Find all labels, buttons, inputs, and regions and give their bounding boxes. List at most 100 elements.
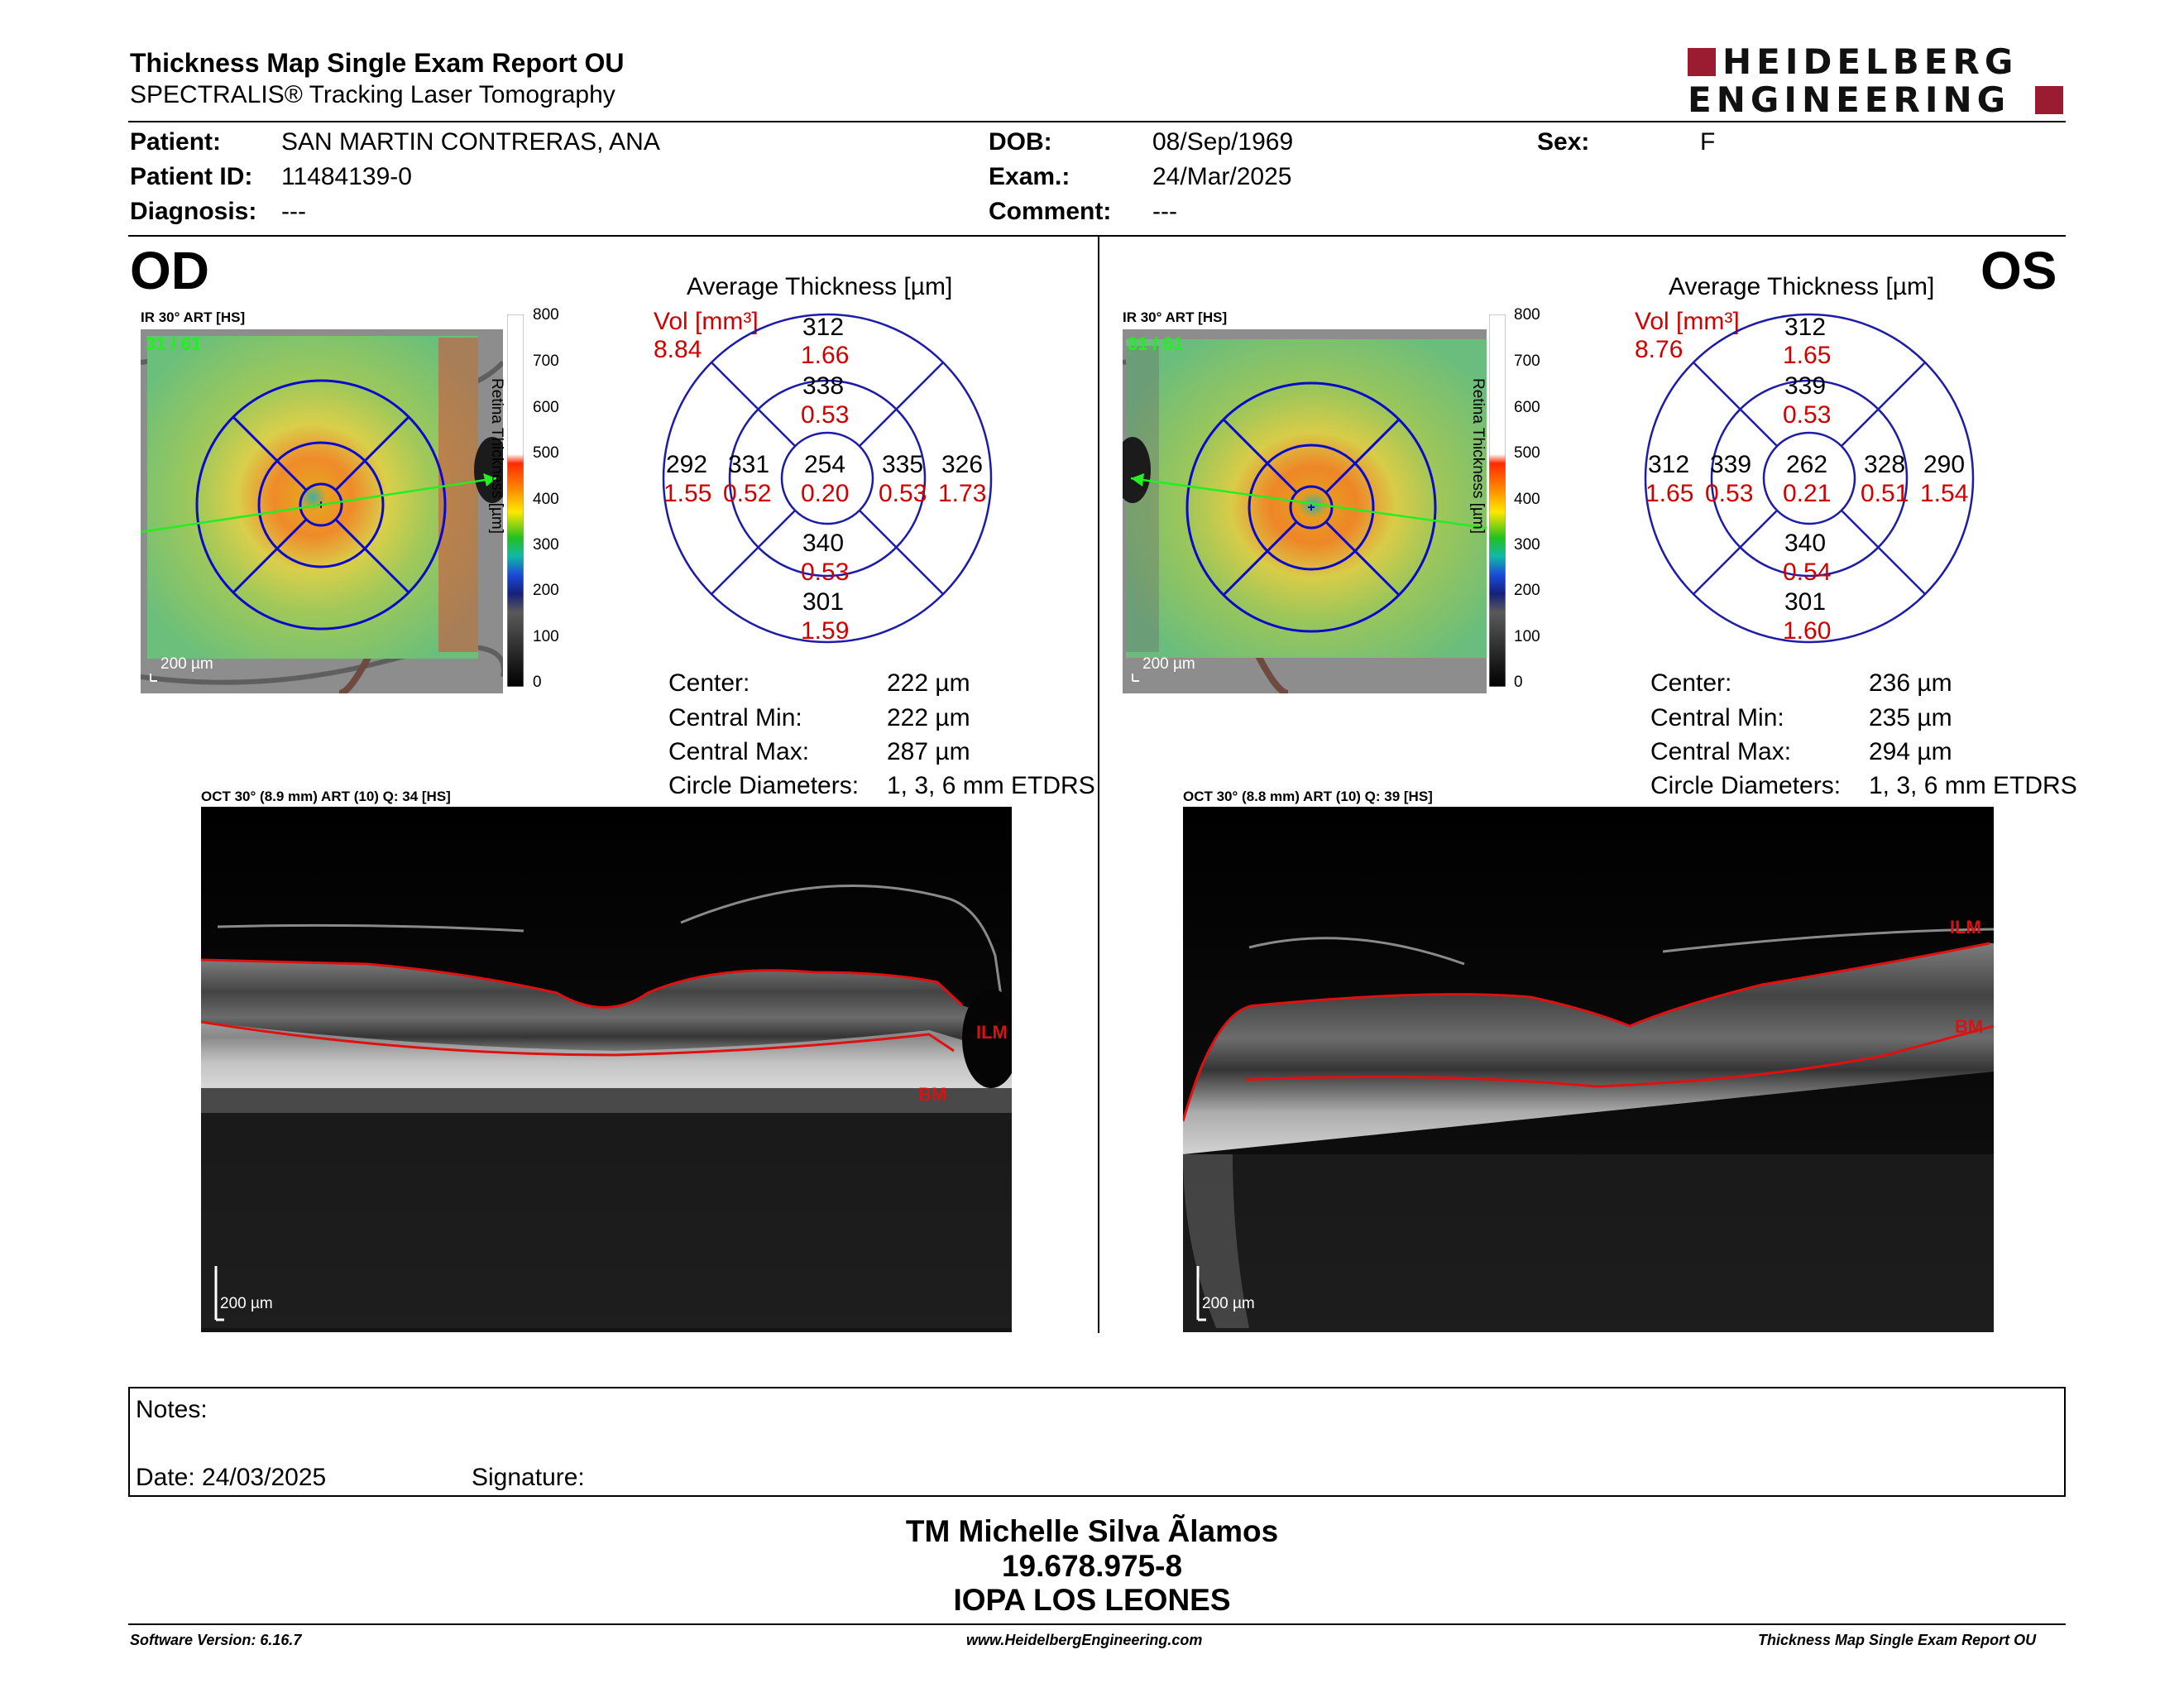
os-tick: 200 bbox=[1514, 582, 1540, 599]
od-etdrs-grid bbox=[662, 313, 993, 644]
os-inner-right-thickness: 328 bbox=[1864, 451, 1906, 478]
exam-label: Exam.: bbox=[989, 163, 1070, 190]
os-frame-count: 31 / 61 bbox=[1128, 333, 1184, 354]
od-central-min-value: 222 µm bbox=[887, 704, 970, 731]
os-etdrs-grid bbox=[1644, 313, 1975, 644]
od-tick: 0 bbox=[533, 674, 542, 691]
od-circle-diameters-label: Circle Diameters: bbox=[668, 772, 860, 799]
od-oct-bscan bbox=[201, 807, 1012, 1332]
os-inner-superior-thickness: 339 bbox=[1784, 372, 1827, 400]
os-outer-left-volume: 1.65 bbox=[1645, 480, 1694, 507]
comment-label: Comment: bbox=[989, 198, 1112, 225]
os-central-max-label: Central Max: bbox=[1650, 738, 1792, 765]
od-colorbar-axis-label: Retina Thickness [µm] bbox=[488, 378, 505, 534]
os-vol-total: 8.76 bbox=[1635, 336, 1684, 363]
od-inner-right-volume: 0.53 bbox=[879, 480, 927, 507]
od-tick: 200 bbox=[533, 582, 559, 599]
od-central-max-label: Central Max: bbox=[668, 738, 810, 765]
os-avg-title: Average Thickness [µm] bbox=[1669, 273, 1935, 300]
os-center-thickness: 262 bbox=[1786, 451, 1828, 478]
os-center-value: 236 µm bbox=[1869, 669, 1952, 697]
os-eye-label: OS bbox=[1980, 241, 2057, 300]
os-outer-right-thickness: 290 bbox=[1923, 451, 1966, 478]
os-outer-left-thickness: 312 bbox=[1648, 451, 1690, 478]
signer-name: TM Michelle Silva Ãlamos bbox=[905, 1514, 1279, 1548]
od-ir-scale: 200 µm bbox=[160, 655, 213, 673]
od-tick: 800 bbox=[533, 306, 559, 324]
od-circle-diameters-value: 1, 3, 6 mm ETDRS bbox=[887, 772, 1095, 799]
os-inner-superior-volume: 0.53 bbox=[1783, 401, 1832, 429]
os-bm-label: BM bbox=[1955, 1016, 1984, 1037]
od-outer-superior-thickness: 312 bbox=[802, 314, 845, 341]
diagnosis-label: Diagnosis: bbox=[130, 198, 257, 225]
patient-divider bbox=[128, 235, 2066, 237]
os-inner-inferior-volume: 0.54 bbox=[1783, 559, 1832, 586]
od-outer-superior-volume: 1.66 bbox=[801, 342, 850, 369]
od-ir-caption: IR 30° ART [HS] bbox=[141, 309, 246, 325]
os-ilm-label: ILM bbox=[1950, 917, 1981, 938]
os-central-min-value: 235 µm bbox=[1869, 704, 1952, 731]
dob-value: 08/Sep/1969 bbox=[1152, 128, 1294, 156]
od-inner-inferior-thickness: 340 bbox=[802, 530, 845, 557]
signer-rut: 19.678.975-8 bbox=[1001, 1549, 1183, 1583]
od-tick: 300 bbox=[533, 536, 559, 554]
os-tick: 100 bbox=[1514, 628, 1540, 645]
od-oct-caption: OCT 30° (8.9 mm) ART (10) Q: 34 [HS] bbox=[201, 789, 451, 804]
os-tick: 0 bbox=[1514, 674, 1523, 691]
od-colorbar bbox=[507, 314, 524, 687]
os-tick: 400 bbox=[1514, 491, 1540, 508]
od-vol-total: 8.84 bbox=[654, 336, 702, 363]
os-inner-right-volume: 0.51 bbox=[1861, 480, 1909, 507]
exam-value: 24/Mar/2025 bbox=[1152, 163, 1292, 190]
os-center-volume: 0.21 bbox=[1783, 480, 1832, 507]
os-tick: 600 bbox=[1514, 399, 1540, 416]
comment-value: --- bbox=[1152, 198, 1177, 225]
od-center-volume: 0.20 bbox=[801, 480, 850, 507]
od-inner-superior-volume: 0.53 bbox=[801, 401, 850, 429]
od-inner-superior-thickness: 338 bbox=[802, 372, 845, 400]
od-central-min-label: Central Min: bbox=[668, 704, 802, 731]
od-outer-left-thickness: 292 bbox=[666, 451, 708, 478]
os-outer-superior-volume: 1.65 bbox=[1783, 342, 1832, 369]
os-circle-diameters-value: 1, 3, 6 mm ETDRS bbox=[1869, 772, 2077, 799]
od-inner-right-thickness: 335 bbox=[882, 451, 924, 478]
os-inner-left-volume: 0.53 bbox=[1705, 480, 1754, 507]
os-inner-left-thickness: 339 bbox=[1710, 451, 1752, 478]
os-ir-scale: 200 µm bbox=[1142, 655, 1195, 673]
os-oct-bscan bbox=[1183, 807, 1994, 1332]
notes-date: Date: 24/03/2025 bbox=[136, 1464, 327, 1491]
od-inner-left-thickness: 331 bbox=[728, 451, 770, 478]
od-tick: 600 bbox=[533, 399, 559, 416]
os-central-min-label: Central Min: bbox=[1650, 704, 1784, 731]
od-outer-inferior-volume: 1.59 bbox=[801, 617, 850, 645]
os-ir-caption: IR 30° ART [HS] bbox=[1123, 309, 1228, 325]
os-outer-inferior-thickness: 301 bbox=[1784, 588, 1827, 616]
os-thickness-map bbox=[1123, 329, 1487, 693]
od-avg-title: Average Thickness [µm] bbox=[687, 273, 953, 300]
patient-name: SAN MARTIN CONTRERAS, ANA bbox=[281, 128, 660, 156]
os-outer-superior-thickness: 312 bbox=[1784, 314, 1827, 341]
od-inner-inferior-volume: 0.53 bbox=[801, 559, 850, 586]
os-colorbar bbox=[1489, 314, 1506, 687]
od-outer-inferior-thickness: 301 bbox=[802, 588, 845, 616]
logo-line-2: ENGINEERING bbox=[1688, 79, 2011, 120]
od-tick: 500 bbox=[533, 444, 559, 462]
os-central-max-value: 294 µm bbox=[1869, 738, 1952, 765]
od-outer-left-volume: 1.55 bbox=[663, 480, 712, 507]
od-central-max-value: 287 µm bbox=[887, 738, 970, 765]
os-oct-caption: OCT 30° (8.8 mm) ART (10) Q: 39 [HS] bbox=[1183, 789, 1433, 804]
os-outer-inferior-volume: 1.60 bbox=[1783, 617, 1832, 645]
website-link[interactable]: www.HeidelbergEngineering.com bbox=[966, 1632, 1203, 1648]
sex-label: Sex: bbox=[1537, 128, 1590, 156]
od-ilm-label: ILM bbox=[976, 1022, 1008, 1043]
os-inner-inferior-thickness: 340 bbox=[1784, 530, 1827, 557]
notes-box[interactable] bbox=[128, 1387, 2066, 1497]
od-vol-label: Vol [mm³] bbox=[654, 308, 759, 335]
signer-institution: IOPA LOS LEONES bbox=[953, 1583, 1231, 1617]
od-center-thickness: 254 bbox=[804, 451, 846, 478]
eye-divider bbox=[1098, 235, 1099, 1333]
patient-id-label: Patient ID: bbox=[130, 163, 253, 190]
signature-label: Signature: bbox=[472, 1464, 585, 1491]
header-divider bbox=[128, 121, 2066, 122]
od-center-value: 222 µm bbox=[887, 669, 970, 697]
